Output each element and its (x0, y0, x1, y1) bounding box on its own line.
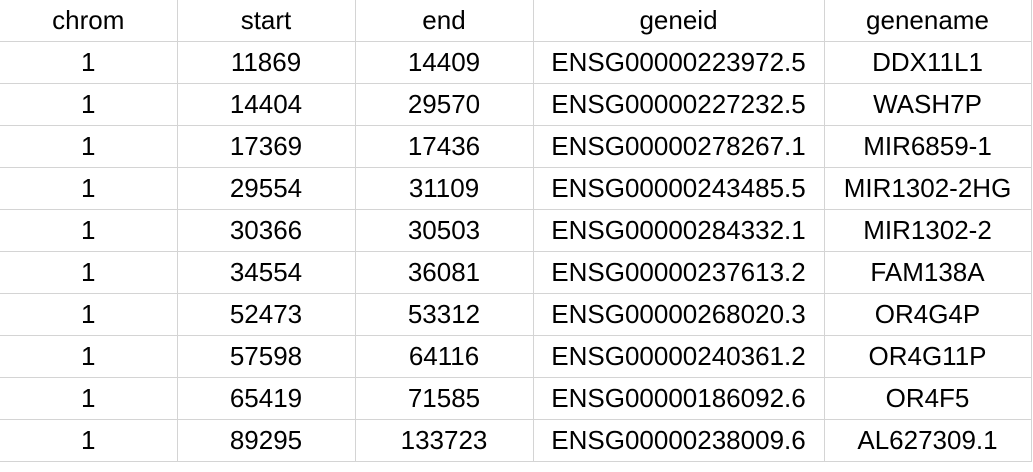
cell-end[interactable]: 133723 (354, 419, 534, 462)
cell-genename[interactable]: MIR1302-2HG (823, 167, 1032, 210)
cell-geneid[interactable]: ENSG00000223972.5 (532, 41, 825, 84)
cell-start[interactable]: 14404 (176, 83, 356, 126)
table-row: 1 30366 30503 ENSG00000284332.1 MIR1302-… (0, 209, 1032, 252)
cell-chrom[interactable]: 1 (0, 377, 178, 420)
cell-geneid[interactable]: ENSG00000278267.1 (532, 125, 825, 168)
table-row: 1 65419 71585 ENSG00000186092.6 OR4F5 (0, 377, 1032, 420)
cell-genename[interactable]: FAM138A (823, 251, 1032, 294)
cell-geneid[interactable]: ENSG00000227232.5 (532, 83, 825, 126)
header-cell-chrom[interactable]: chrom (0, 0, 178, 42)
table-row: 1 11869 14409 ENSG00000223972.5 DDX11L1 (0, 41, 1032, 84)
header-row: chrom start end geneid genename (0, 0, 1032, 42)
cell-chrom[interactable]: 1 (0, 41, 178, 84)
cell-start[interactable]: 30366 (176, 209, 356, 252)
table-row: 1 89295 133723 ENSG00000238009.6 AL62730… (0, 419, 1032, 462)
cell-end[interactable]: 53312 (354, 293, 534, 336)
cell-end[interactable]: 17436 (354, 125, 534, 168)
cell-start[interactable]: 34554 (176, 251, 356, 294)
cell-end[interactable]: 36081 (354, 251, 534, 294)
cell-chrom[interactable]: 1 (0, 125, 178, 168)
cell-genename[interactable]: WASH7P (823, 83, 1032, 126)
cell-genename[interactable]: MIR1302-2 (823, 209, 1032, 252)
table-row: 1 34554 36081 ENSG00000237613.2 FAM138A (0, 251, 1032, 294)
cell-end[interactable]: 14409 (354, 41, 534, 84)
cell-start[interactable]: 52473 (176, 293, 356, 336)
cell-chrom[interactable]: 1 (0, 419, 178, 462)
cell-genename[interactable]: DDX11L1 (823, 41, 1032, 84)
cell-end[interactable]: 30503 (354, 209, 534, 252)
cell-geneid[interactable]: ENSG00000284332.1 (532, 209, 825, 252)
table-row: 1 52473 53312 ENSG00000268020.3 OR4G4P (0, 293, 1032, 336)
table-row: 1 14404 29570 ENSG00000227232.5 WASH7P (0, 83, 1032, 126)
cell-start[interactable]: 89295 (176, 419, 356, 462)
cell-start[interactable]: 29554 (176, 167, 356, 210)
header-cell-geneid[interactable]: geneid (532, 0, 825, 42)
cell-geneid[interactable]: ENSG00000238009.6 (532, 419, 825, 462)
cell-genename[interactable]: AL627309.1 (823, 419, 1032, 462)
header-cell-start[interactable]: start (176, 0, 356, 42)
cell-genename[interactable]: OR4G11P (823, 335, 1032, 378)
cell-geneid[interactable]: ENSG00000268020.3 (532, 293, 825, 336)
cell-chrom[interactable]: 1 (0, 209, 178, 252)
cell-genename[interactable]: OR4F5 (823, 377, 1032, 420)
cell-geneid[interactable]: ENSG00000240361.2 (532, 335, 825, 378)
header-cell-end[interactable]: end (354, 0, 534, 42)
table-row: 1 29554 31109 ENSG00000243485.5 MIR1302-… (0, 167, 1032, 210)
cell-geneid[interactable]: ENSG00000237613.2 (532, 251, 825, 294)
cell-chrom[interactable]: 1 (0, 335, 178, 378)
cell-chrom[interactable]: 1 (0, 251, 178, 294)
cell-chrom[interactable]: 1 (0, 83, 178, 126)
cell-end[interactable]: 29570 (354, 83, 534, 126)
cell-geneid[interactable]: ENSG00000186092.6 (532, 377, 825, 420)
spreadsheet-table: chrom start end geneid genename 1 11869 … (0, 0, 1032, 462)
cell-geneid[interactable]: ENSG00000243485.5 (532, 167, 825, 210)
cell-start[interactable]: 17369 (176, 125, 356, 168)
cell-end[interactable]: 31109 (354, 167, 534, 210)
cell-end[interactable]: 64116 (354, 335, 534, 378)
cell-genename[interactable]: MIR6859-1 (823, 125, 1032, 168)
table-row: 1 57598 64116 ENSG00000240361.2 OR4G11P (0, 335, 1032, 378)
cell-chrom[interactable]: 1 (0, 293, 178, 336)
cell-genename[interactable]: OR4G4P (823, 293, 1032, 336)
cell-start[interactable]: 11869 (176, 41, 356, 84)
cell-end[interactable]: 71585 (354, 377, 534, 420)
cell-start[interactable]: 57598 (176, 335, 356, 378)
cell-start[interactable]: 65419 (176, 377, 356, 420)
header-cell-genename[interactable]: genename (823, 0, 1032, 42)
cell-chrom[interactable]: 1 (0, 167, 178, 210)
table-row: 1 17369 17436 ENSG00000278267.1 MIR6859-… (0, 125, 1032, 168)
